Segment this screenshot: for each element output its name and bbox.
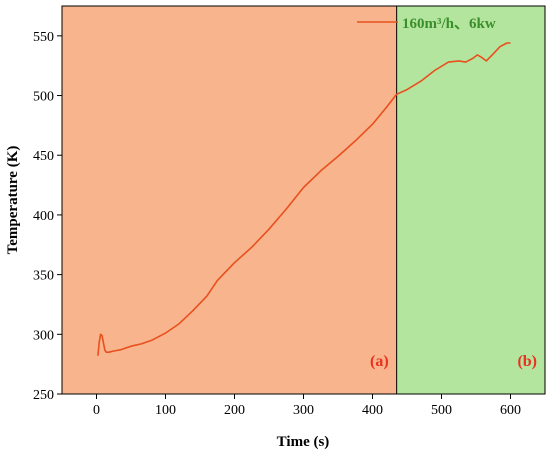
y-tick-label: 450 (33, 149, 54, 164)
x-tick-label: 600 (500, 403, 521, 418)
y-tick-label: 350 (33, 269, 54, 284)
y-axis-label: Temperature (K) (5, 146, 21, 255)
y-tick-label: 300 (33, 328, 54, 343)
y-tick-label: 550 (33, 30, 54, 45)
y-tick-label: 400 (33, 209, 54, 224)
y-tick-label: 500 (33, 90, 54, 105)
region-b-label: (b) (517, 353, 537, 370)
x-tick-label: 400 (362, 403, 383, 418)
legend: 160m³/h、6kw (357, 16, 496, 32)
x-tick-label: 100 (155, 403, 176, 418)
x-tick-label: 200 (224, 403, 245, 418)
x-tick-label: 300 (293, 403, 314, 418)
x-tick-label: 0 (93, 403, 100, 418)
series-layer (97, 42, 511, 356)
x-tick-label: 500 (431, 403, 452, 418)
series-line-0 (97, 42, 511, 356)
y-tick-label: 250 (33, 388, 54, 403)
regions-layer: (a) (b) (62, 6, 545, 394)
region-a-label: (a) (370, 353, 389, 370)
region-b-background (396, 6, 545, 394)
region-a-background (62, 6, 397, 394)
x-axis-label: Time (s) (277, 434, 330, 450)
legend-label: 160m³/h、6kw (402, 16, 496, 32)
ticks-layer: 0 100 200 300 400 500 600 250 300 350 400 450 500 550 (33, 30, 521, 418)
